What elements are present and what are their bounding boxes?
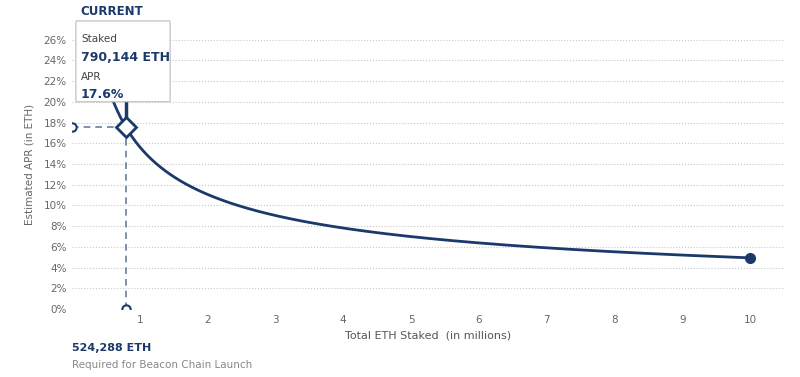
Text: 790,144 ETH: 790,144 ETH [81,51,170,64]
Text: Required for Beacon Chain Launch: Required for Beacon Chain Launch [72,360,252,369]
FancyBboxPatch shape [76,21,170,102]
Text: 524,288 ETH: 524,288 ETH [72,343,151,352]
X-axis label: Total ETH Staked  (in millions): Total ETH Staked (in millions) [345,330,511,340]
Text: CURRENT: CURRENT [80,5,143,18]
Text: 17.6%: 17.6% [81,88,124,101]
Text: APR: APR [81,72,102,82]
Y-axis label: Estimated APR (in ETH): Estimated APR (in ETH) [25,103,35,225]
Text: Staked: Staked [81,34,117,44]
